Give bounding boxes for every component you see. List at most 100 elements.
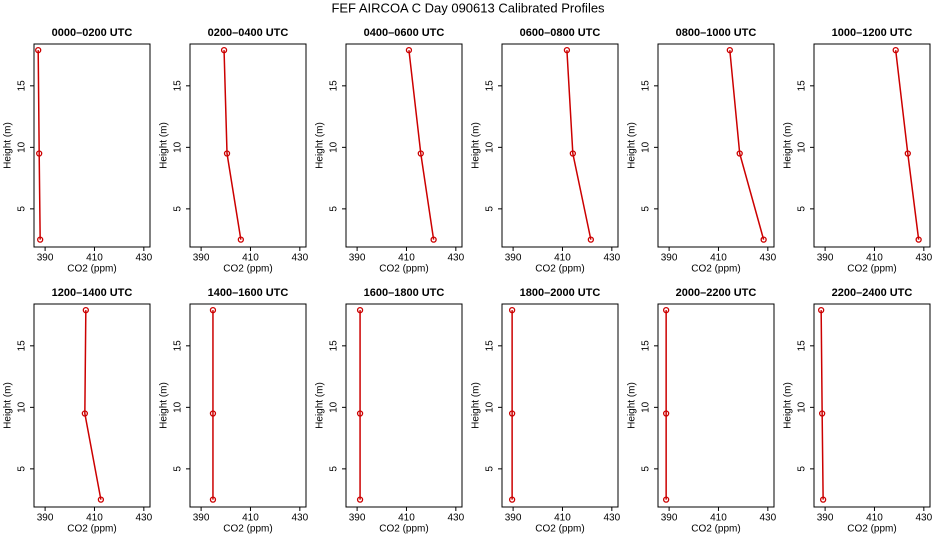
profile-point [563,47,571,54]
profile-point [587,236,595,243]
x-tick-label: 390 [817,253,834,264]
y-tick-label: 10 [641,141,652,153]
y-tick-label: 5 [641,466,652,472]
plot-frame [189,303,307,508]
plot-frame [345,43,463,248]
profile-point [892,47,899,54]
y-tick-label: 10 [641,401,652,413]
profile-point [209,410,217,417]
y-tick-label: 10 [173,141,184,153]
y-tick-label: 5 [485,466,496,472]
profile-point [356,307,364,314]
x-tick-label: 410 [866,513,883,524]
x-tick-label: 430 [291,253,308,264]
x-axis-label: CO2 (ppm) [223,524,272,535]
y-tick-label: 10 [17,401,28,413]
y-tick-label: 15 [485,80,496,92]
profile-point [818,307,825,314]
y-tick-label: 15 [173,80,184,92]
y-tick-label: 5 [797,466,808,472]
y-tick-label: 15 [641,340,652,352]
panel-title: 1200–1400 UTC [52,287,133,299]
x-axis-label: CO2 (ppm) [691,264,740,275]
x-tick-label: 410 [866,253,883,264]
profile-point [819,496,827,503]
profile-point [508,410,516,417]
panel-title: 1000–1200 UTC [832,27,913,39]
y-axis-label: Height (m) [783,122,794,169]
y-tick-label: 10 [485,141,496,153]
profile-line [408,50,435,240]
profile-point [760,236,767,243]
x-tick-label: 430 [915,253,932,264]
y-tick-label: 10 [485,401,496,413]
x-tick-label: 410 [242,513,259,524]
y-axis-label: Height (m) [627,382,638,429]
x-axis-label: CO2 (ppm) [535,524,584,535]
profile-point [356,496,364,503]
profile-line [729,50,765,240]
y-tick-label: 10 [329,141,340,153]
profile-point [430,236,437,243]
profile-point [569,150,576,157]
x-tick-label: 390 [505,253,522,264]
y-axis-label: Height (m) [627,122,638,169]
profile-point [662,410,670,417]
x-tick-label: 430 [603,253,620,264]
x-tick-label: 410 [554,253,571,264]
profile-point [904,150,911,157]
profile-point [726,47,733,54]
x-tick-label: 430 [291,513,308,524]
profile-point [81,410,88,417]
profile-point [97,496,105,503]
y-tick-label: 15 [641,80,652,92]
profile-point [662,496,670,503]
y-tick-label: 5 [485,206,496,212]
panel-title: 0600–0800 UTC [520,27,601,39]
panel-title: 0800–1000 UTC [676,27,757,39]
plot-frame [33,303,151,508]
profile-point [508,307,516,314]
profile-point [220,47,228,54]
plot-frame [189,43,307,248]
x-tick-label: 410 [398,253,415,264]
x-tick-label: 390 [37,253,54,264]
y-axis-label: Height (m) [783,382,794,429]
panel-title: 2200–2400 UTC [832,287,913,299]
y-axis-label: Height (m) [159,122,170,169]
profile-point [915,236,922,243]
profile-point [82,307,89,314]
panel-title: 0400–0600 UTC [364,27,445,39]
profile-point [818,410,826,417]
x-tick-label: 390 [817,513,834,524]
x-tick-label: 430 [915,513,932,524]
x-tick-label: 390 [661,513,678,524]
profile-point [736,150,743,157]
y-tick-label: 5 [797,206,808,212]
y-axis-label: Height (m) [3,122,14,169]
x-tick-label: 410 [710,253,727,264]
plot-frame [501,303,619,508]
y-axis-label: Height (m) [159,382,170,429]
y-tick-label: 15 [17,340,28,352]
profile-point [35,47,42,54]
x-tick-label: 390 [661,253,678,264]
plot-frame [345,303,463,508]
x-axis-label: CO2 (ppm) [67,264,116,275]
x-axis-label: CO2 (ppm) [691,524,740,535]
plot-frame [813,303,931,508]
y-tick-label: 5 [173,466,184,472]
y-tick-label: 10 [797,401,808,413]
x-tick-label: 430 [603,513,620,524]
x-tick-label: 390 [349,513,366,524]
profile-point [209,307,217,314]
y-tick-label: 10 [329,401,340,413]
y-axis-label: Height (m) [315,122,326,169]
profile-line [820,310,824,500]
profile-line [894,50,920,240]
panel-title: 1600–1800 UTC [364,287,445,299]
panel-title: 0200–0400 UTC [208,27,289,39]
x-axis-label: CO2 (ppm) [67,524,116,535]
x-tick-label: 430 [759,513,776,524]
